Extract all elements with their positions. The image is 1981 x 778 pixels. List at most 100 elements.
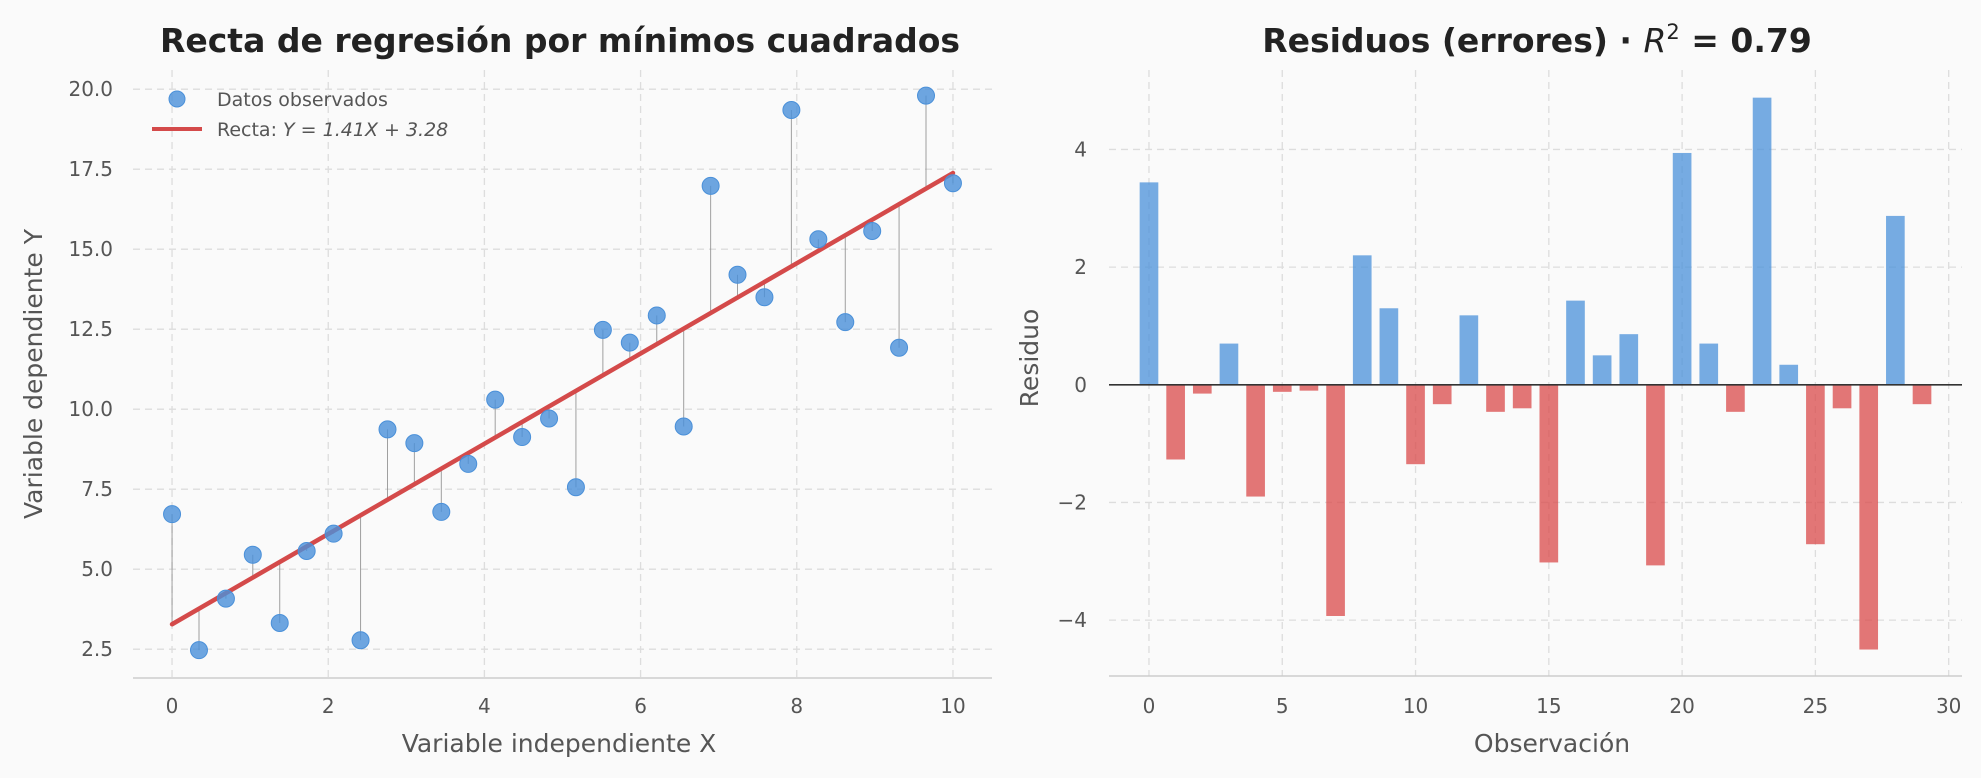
data-point [432,502,451,521]
data-point [755,288,774,307]
y-tick-label: 7.5 [81,477,113,501]
data-point [324,524,343,543]
residual-bar-negative [1539,384,1559,563]
residual-bar-positive [1779,364,1799,385]
y-tick-label: 15.0 [68,237,113,261]
data-point [566,478,585,497]
residuals-x-tick-labels: 0 5 10 15 20 25 30 [1143,694,1962,718]
residuals-title-suffix: = 0.79 [1680,21,1812,60]
x-tick-label: 0 [166,694,179,718]
y-tick-label: 2.5 [81,637,113,661]
observed-points [163,86,962,660]
y-tick-label: 12.5 [68,317,113,341]
y-tick-label: 10.0 [68,397,113,421]
legend-label-line-equation: Y = 1.41X + 3.28 [283,119,448,141]
y-tick-label: 2 [1074,255,1087,279]
residual-bar-positive [1566,300,1585,385]
residual-bars [1139,97,1932,650]
residuals-y-axis-label: Residuo [1015,309,1044,408]
residual-bar-negative [1646,384,1665,566]
residual-bar-negative [1486,384,1505,412]
residual-bar-positive [1352,255,1372,385]
residual-bar-positive [1592,355,1612,385]
x-tick-label: 8 [790,694,803,718]
data-point [917,86,936,105]
regression-grid [133,70,992,678]
x-tick-label: 15 [1536,694,1561,718]
data-point [351,631,370,650]
residual-bar-negative [1832,384,1852,409]
x-tick-label: 10 [940,694,965,718]
x-tick-label: 2 [322,694,335,718]
data-point [378,420,397,439]
data-point [728,265,747,284]
data-point [270,613,289,632]
residuals-y-tick-labels: −4 −2 0 2 4 [1058,137,1087,632]
data-point [189,641,208,660]
y-tick-label: 5.0 [81,557,113,581]
regression-y-axis-label: Variable dependiente Y [19,228,48,519]
residual-bar-positive [1886,215,1905,385]
legend-label-line: Recta: Y = 1.41X + 3.28 [217,119,448,141]
data-point [486,390,505,409]
residual-bar-positive [1672,152,1692,385]
legend-label-line-prefix: Recta: [217,119,283,141]
residual-bar-positive [1379,308,1399,385]
data-point [890,338,909,357]
data-point [216,589,235,608]
x-tick-label: 4 [478,694,491,718]
residual-bar-negative [1406,384,1425,465]
residual-bar-positive [1619,334,1639,385]
data-point [836,313,855,332]
y-tick-label: 4 [1074,137,1087,161]
regression-panel: Recta de regresión por mínimos cuadrados… [19,21,992,758]
residual-bar-positive [1699,343,1719,385]
y-tick-label: 17.5 [68,157,113,181]
legend-marker-observed [168,90,186,108]
residual-bar-negative [1512,384,1532,409]
residual-bar-negative [1299,384,1319,391]
residuals-panel: Residuos (errores) · R2 = 0.79 0 5 10 15 20 2… [1015,20,1962,758]
data-point [540,409,559,428]
data-point [243,545,262,564]
residual-bar-negative [1726,384,1745,412]
residuals-title: Residuos (errores) · R2 = 0.79 [1262,20,1812,60]
data-point [163,505,182,524]
data-point [943,174,962,193]
data-point [297,541,316,560]
residual-bar-negative [1272,384,1292,392]
residual-bar-negative [1806,384,1825,545]
residual-bar-negative [1326,384,1345,616]
data-point [782,101,801,119]
x-tick-label: 5 [1276,694,1289,718]
residual-bar-negative [1192,384,1212,394]
data-point [863,221,882,240]
data-point [593,320,612,339]
data-point [674,417,693,436]
legend-label-observed: Datos observados [217,89,388,111]
residual-bar-positive [1459,315,1479,385]
residuals-x-axis-label: Observación [1474,729,1630,758]
y-tick-label: −2 [1058,490,1087,514]
y-tick-label: 20.0 [68,77,113,101]
residual-bar-positive [1752,97,1772,385]
regression-title: Recta de regresión por mínimos cuadrados [160,21,960,60]
residuals-title-r: R [1643,21,1666,60]
data-point [647,306,666,325]
x-tick-label: 20 [1669,694,1694,718]
residuals-title-prefix: Residuos (errores) · [1262,21,1643,60]
data-point [701,176,720,195]
residual-bar-negative [1912,384,1932,405]
residual-bar-negative [1246,384,1265,497]
regression-y-tick-labels: 2.5 5.0 7.5 10.0 12.5 15.0 17.5 20.0 [68,77,113,661]
residual-bar-positive [1139,182,1159,385]
x-tick-label: 10 [1403,694,1428,718]
data-point [809,230,828,249]
data-point [620,333,639,352]
x-tick-label: 0 [1143,694,1156,718]
residuals-title-superscript: 2 [1666,20,1679,44]
residual-bar-negative [1432,384,1452,405]
y-tick-label: 0 [1074,373,1087,397]
regression-legend: Datos observados Recta: Y = 1.41X + 3.28 [152,89,448,141]
x-tick-label: 25 [1803,694,1828,718]
